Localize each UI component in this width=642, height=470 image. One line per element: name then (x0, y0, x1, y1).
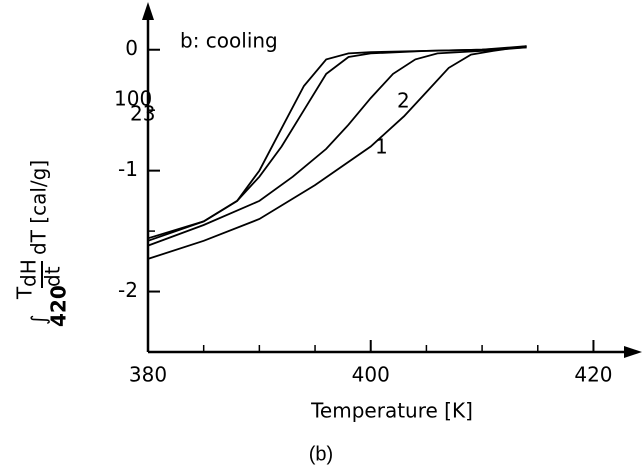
y-axis-arrow (142, 2, 154, 20)
line (147, 45, 527, 260)
x-axis-arrow (624, 346, 642, 358)
series-label: 100 (114, 87, 152, 111)
y-label-lower: 420 (47, 285, 71, 327)
x-tick-label: 420 (574, 363, 612, 387)
series-label: 23 (130, 102, 155, 126)
y-label-integral: ∫ (27, 315, 51, 325)
y-label-upper: T (13, 286, 37, 300)
y-label-denominator: dt (41, 266, 65, 287)
y-tick-label: -2 (118, 278, 138, 302)
x-axis-label: Temperature [K] (310, 399, 473, 423)
y-label-numerator: dH (17, 259, 41, 287)
y-axis-label: ∫ T 420 dH dt dT [cal/g] (13, 160, 71, 327)
x-tick-label: 400 (352, 363, 390, 387)
y-label-rest: dT [cal/g] (27, 160, 51, 255)
caption: (b) (309, 443, 333, 465)
series-label: 2 (397, 89, 410, 113)
line (147, 45, 527, 242)
line (147, 46, 527, 247)
line (147, 46, 527, 240)
y-tick-label: 0 (125, 36, 138, 60)
x-tick-label: 380 (129, 363, 167, 387)
series-label: 1 (375, 135, 388, 159)
chart-title: b: cooling (180, 29, 278, 53)
y-tick-label: -1 (118, 157, 138, 181)
